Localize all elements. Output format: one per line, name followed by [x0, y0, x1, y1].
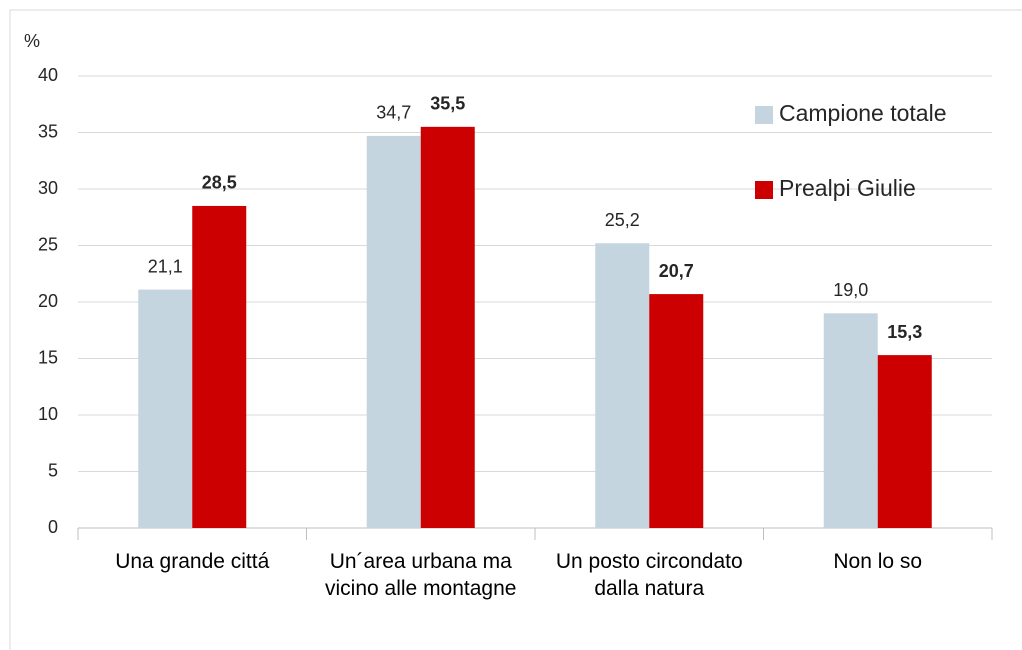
data-label: 15,3 [887, 322, 922, 342]
legend-swatch [755, 181, 773, 199]
data-label: 20,7 [659, 261, 694, 281]
chart-border [9, 9, 1022, 650]
bar [595, 243, 650, 529]
y-tick-label: 25 [38, 234, 58, 254]
bar [877, 355, 932, 528]
bar [366, 135, 421, 528]
data-label: 19,0 [833, 280, 868, 300]
y-axis-label: % [24, 31, 40, 51]
data-label: 25,2 [605, 210, 640, 230]
bar [138, 289, 193, 528]
y-tick-label: 15 [38, 347, 58, 367]
data-label: 34,7 [376, 103, 411, 123]
bar [192, 205, 247, 528]
y-tick-label: 20 [38, 291, 58, 311]
x-tick-label: Una grande cittá [115, 550, 270, 573]
bar [649, 294, 704, 528]
data-label: 21,1 [148, 256, 183, 276]
data-label: 28,5 [202, 173, 237, 193]
y-tick-label: 10 [38, 404, 58, 424]
bar [823, 313, 878, 528]
x-tick-label: Un´area urbana ma vicino alle montagne [325, 550, 517, 600]
y-tick-label: 0 [48, 517, 58, 537]
y-tick-label: 5 [48, 460, 58, 480]
data-label: 35,5 [430, 94, 465, 114]
legend-label: Campione totale [779, 100, 947, 126]
y-tick-label: 40 [38, 65, 58, 85]
x-tick-label: Non lo so [833, 550, 923, 573]
legend-label: Prealpi Giulie [779, 175, 916, 201]
y-tick-label: 30 [38, 178, 58, 198]
x-tick-label: Un posto circondato dalla natura [555, 550, 743, 600]
y-tick-label: 35 [38, 121, 58, 141]
bar [420, 126, 475, 528]
legend-swatch [755, 106, 773, 124]
